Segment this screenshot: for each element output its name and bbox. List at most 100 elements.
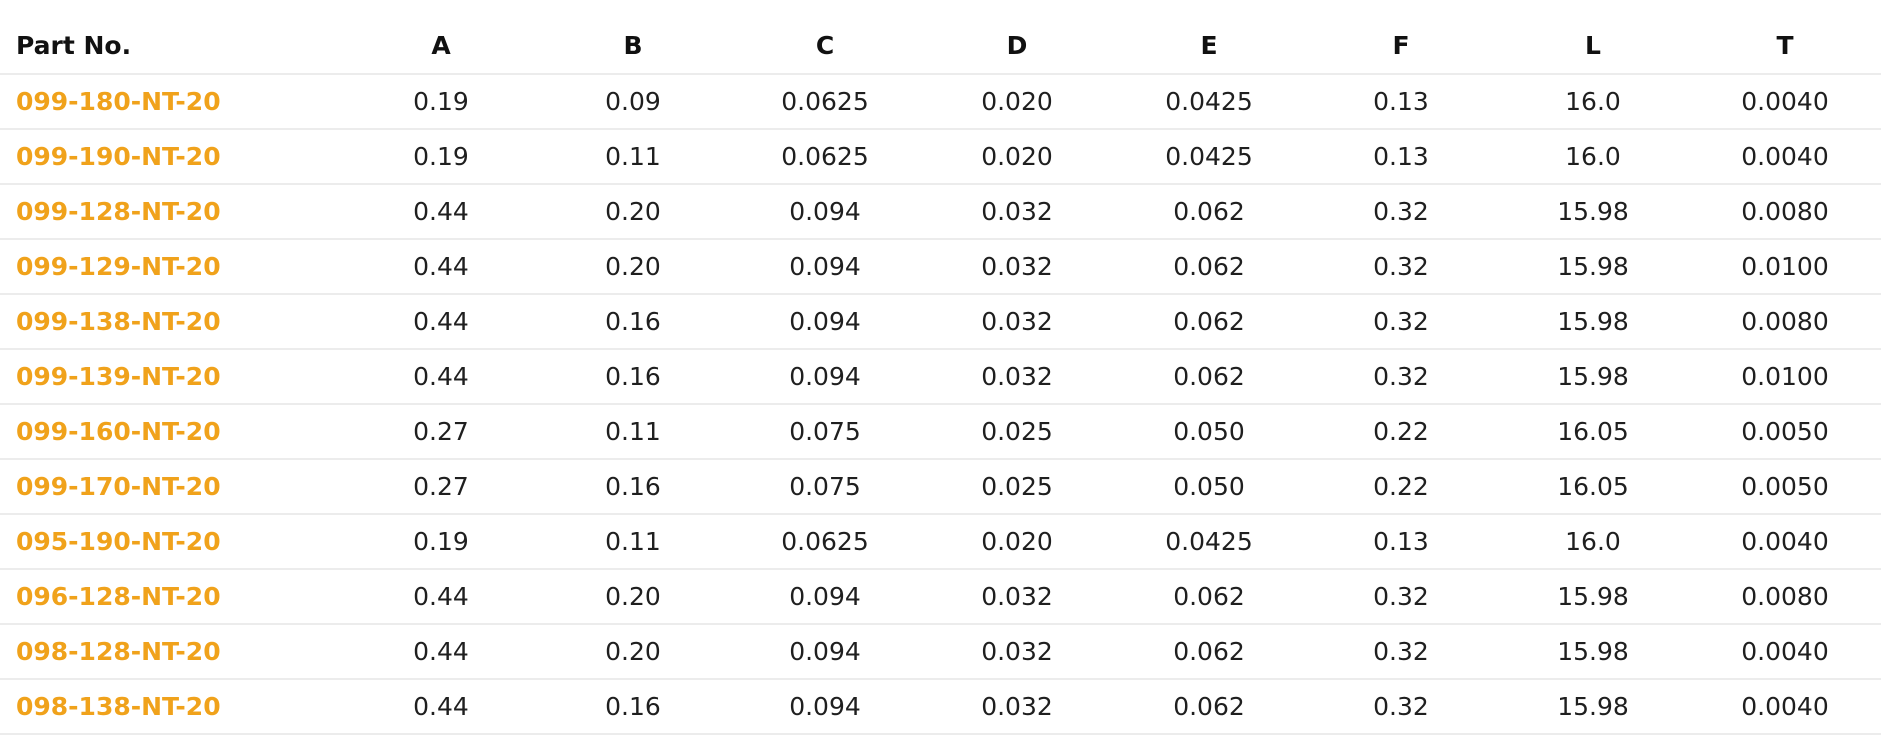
cell-b: 0.16 — [537, 459, 729, 515]
table-body: 099-180-NT-20 0.19 0.09 0.0625 0.020 0.0425 0.… — [0, 74, 1881, 735]
cell-e: 0.062 — [1113, 349, 1305, 405]
column-header-b: B — [537, 17, 729, 75]
cell-t: 0.0040 — [1689, 74, 1881, 130]
table-header-row: Part No. A B C D E F L T — [0, 17, 1881, 75]
cell-t: 0.0100 — [1689, 349, 1881, 405]
cell-b: 0.16 — [537, 349, 729, 405]
cell-f: 0.32 — [1305, 624, 1497, 680]
part-number-link[interactable]: 098-128-NT-20 — [0, 624, 345, 680]
cell-f: 0.32 — [1305, 349, 1497, 405]
cell-e: 0.062 — [1113, 679, 1305, 735]
cell-b: 0.16 — [537, 679, 729, 735]
cell-b: 0.20 — [537, 184, 729, 240]
cell-e: 0.050 — [1113, 404, 1305, 460]
column-header-l: L — [1497, 17, 1689, 75]
table-row: 099-170-NT-20 0.27 0.16 0.075 0.025 0.050 0.22… — [0, 459, 1881, 515]
column-header-part-no: Part No. — [0, 17, 345, 75]
cell-f: 0.22 — [1305, 459, 1497, 515]
part-number-link[interactable]: 099-190-NT-20 — [0, 129, 345, 185]
cell-e: 0.062 — [1113, 569, 1305, 625]
cell-d: 0.032 — [921, 349, 1113, 405]
cell-t: 0.0040 — [1689, 679, 1881, 735]
cell-e: 0.0425 — [1113, 514, 1305, 570]
part-number-link[interactable]: 099-129-NT-20 — [0, 239, 345, 295]
cell-c: 0.094 — [729, 294, 921, 350]
table-row: 095-190-NT-20 0.19 0.11 0.0625 0.020 0.0425 0.… — [0, 514, 1881, 570]
cell-f: 0.13 — [1305, 74, 1497, 130]
cell-f: 0.22 — [1305, 404, 1497, 460]
part-number-link[interactable]: 095-190-NT-20 — [0, 514, 345, 570]
cell-a: 0.44 — [345, 624, 537, 680]
cell-c: 0.0625 — [729, 129, 921, 185]
cell-l: 16.05 — [1497, 459, 1689, 515]
cell-a: 0.27 — [345, 459, 537, 515]
cell-t: 0.0080 — [1689, 294, 1881, 350]
cell-c: 0.094 — [729, 184, 921, 240]
table-row: 098-128-NT-20 0.44 0.20 0.094 0.032 0.062 0.32… — [0, 624, 1881, 680]
cell-d: 0.020 — [921, 74, 1113, 130]
cell-c: 0.094 — [729, 239, 921, 295]
cell-c: 0.094 — [729, 679, 921, 735]
cell-t: 0.0050 — [1689, 404, 1881, 460]
cell-t: 0.0050 — [1689, 459, 1881, 515]
cell-e: 0.050 — [1113, 459, 1305, 515]
cell-e: 0.062 — [1113, 184, 1305, 240]
cell-b: 0.11 — [537, 514, 729, 570]
cell-a: 0.44 — [345, 349, 537, 405]
part-number-link[interactable]: 099-160-NT-20 — [0, 404, 345, 460]
cell-d: 0.032 — [921, 239, 1113, 295]
table-row: 099-190-NT-20 0.19 0.11 0.0625 0.020 0.0425 0.… — [0, 129, 1881, 185]
cell-a: 0.44 — [345, 294, 537, 350]
column-header-c: C — [729, 17, 921, 75]
part-number-link[interactable]: 096-128-NT-20 — [0, 569, 345, 625]
cell-b: 0.11 — [537, 404, 729, 460]
cell-f: 0.32 — [1305, 679, 1497, 735]
table-row: 099-139-NT-20 0.44 0.16 0.094 0.032 0.062 0.32… — [0, 349, 1881, 405]
cell-f: 0.32 — [1305, 569, 1497, 625]
table-row: 098-138-NT-20 0.44 0.16 0.094 0.032 0.062 0.32… — [0, 679, 1881, 735]
part-number-link[interactable]: 099-180-NT-20 — [0, 74, 345, 130]
part-number-link[interactable]: 099-170-NT-20 — [0, 459, 345, 515]
cell-f: 0.13 — [1305, 514, 1497, 570]
part-number-link[interactable]: 099-138-NT-20 — [0, 294, 345, 350]
table-row: 099-129-NT-20 0.44 0.20 0.094 0.032 0.062 0.32… — [0, 239, 1881, 295]
cell-a: 0.19 — [345, 129, 537, 185]
cell-b: 0.11 — [537, 129, 729, 185]
cell-e: 0.062 — [1113, 239, 1305, 295]
cell-l: 15.98 — [1497, 239, 1689, 295]
part-number-link[interactable]: 099-139-NT-20 — [0, 349, 345, 405]
cell-d: 0.032 — [921, 624, 1113, 680]
column-header-f: F — [1305, 17, 1497, 75]
cell-l: 15.98 — [1497, 349, 1689, 405]
cell-t: 0.0080 — [1689, 184, 1881, 240]
cell-a: 0.19 — [345, 74, 537, 130]
cell-t: 0.0080 — [1689, 569, 1881, 625]
cell-d: 0.020 — [921, 514, 1113, 570]
cell-a: 0.44 — [345, 679, 537, 735]
cell-t: 0.0040 — [1689, 624, 1881, 680]
cell-f: 0.32 — [1305, 184, 1497, 240]
cell-f: 0.32 — [1305, 239, 1497, 295]
parts-table-container: Part No. A B C D E F L T 099-180-NT-20 0.… — [0, 17, 1881, 735]
cell-c: 0.075 — [729, 404, 921, 460]
cell-b: 0.20 — [537, 239, 729, 295]
cell-c: 0.0625 — [729, 74, 921, 130]
cell-d: 0.025 — [921, 404, 1113, 460]
cell-e: 0.062 — [1113, 624, 1305, 680]
cell-a: 0.19 — [345, 514, 537, 570]
cell-b: 0.09 — [537, 74, 729, 130]
part-number-link[interactable]: 099-128-NT-20 — [0, 184, 345, 240]
cell-l: 15.98 — [1497, 624, 1689, 680]
part-number-link[interactable]: 098-138-NT-20 — [0, 679, 345, 735]
cell-b: 0.16 — [537, 294, 729, 350]
cell-l: 15.98 — [1497, 294, 1689, 350]
cell-e: 0.062 — [1113, 294, 1305, 350]
cell-l: 15.98 — [1497, 679, 1689, 735]
cell-c: 0.094 — [729, 349, 921, 405]
cell-a: 0.44 — [345, 184, 537, 240]
column-header-t: T — [1689, 17, 1881, 75]
cell-a: 0.44 — [345, 569, 537, 625]
cell-f: 0.13 — [1305, 129, 1497, 185]
cell-l: 16.0 — [1497, 514, 1689, 570]
cell-c: 0.0625 — [729, 514, 921, 570]
